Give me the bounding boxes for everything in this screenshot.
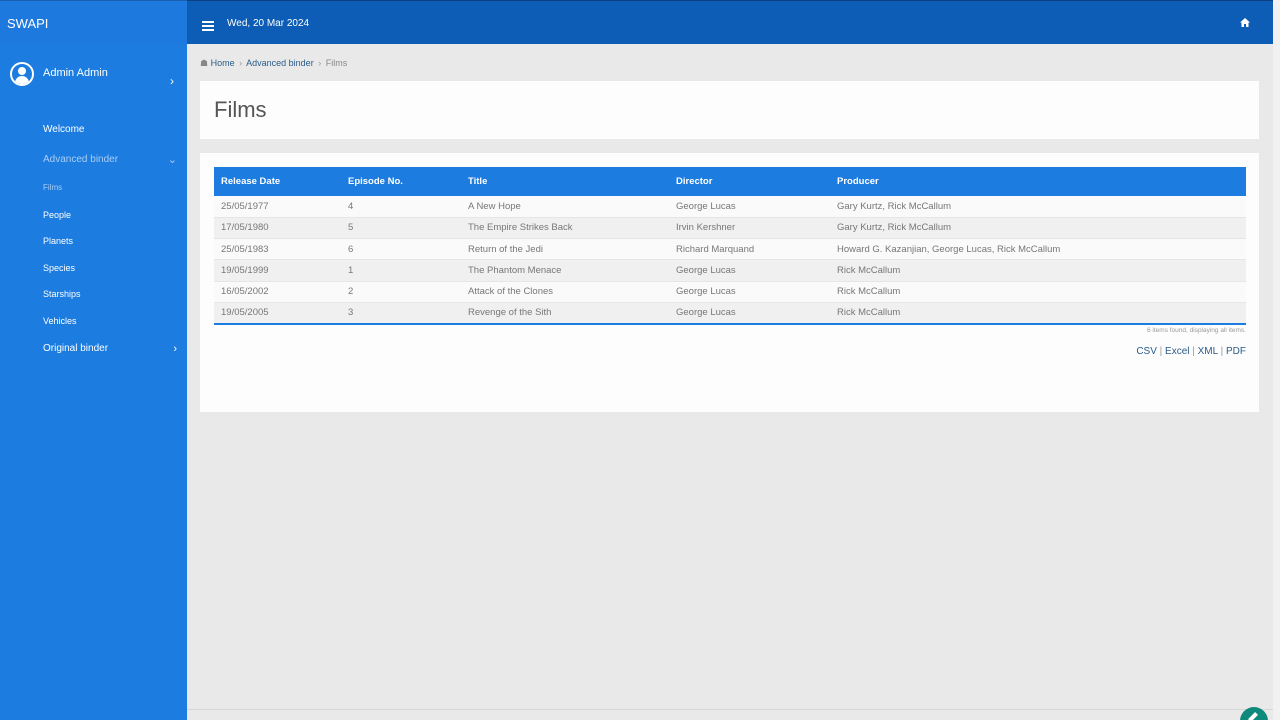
export-links: CSV | Excel | XML | PDF: [1136, 346, 1246, 357]
sidebar-item-label: Films: [43, 183, 63, 192]
cell-director: George Lucas: [669, 196, 830, 218]
sidebar-item-label: Planets: [43, 236, 74, 246]
cell-title: The Phantom Menace: [461, 259, 669, 282]
cell-release-date: 25/05/1983: [214, 238, 341, 261]
cell-episode-no: 5: [341, 217, 461, 240]
sidebar-item-welcome[interactable]: Welcome: [0, 118, 187, 148]
cell-producer: Howard G. Kazanjian, George Lucas, Rick …: [830, 238, 1246, 261]
sidebar-item-label: Welcome: [43, 124, 85, 135]
sidebar-subitem-starships[interactable]: Starships: [0, 284, 187, 311]
cell-director: Irvin Kershner: [669, 217, 830, 240]
films-panel: Release Date Episode No. Title Director …: [200, 153, 1259, 412]
cell-episode-no: 4: [341, 196, 461, 218]
sidebar-item-original-binder[interactable]: Original binder ›: [0, 337, 187, 367]
cell-director: Richard Marquand: [669, 238, 830, 261]
column-header-episode-no[interactable]: Episode No.: [348, 176, 403, 187]
export-xml-link[interactable]: XML: [1197, 346, 1218, 357]
cell-title: Return of the Jedi: [461, 238, 669, 261]
column-header-title[interactable]: Title: [468, 176, 488, 187]
brand-title[interactable]: SWAPI: [0, 0, 187, 44]
cell-episode-no: 6: [341, 238, 461, 261]
page-title: Films: [214, 97, 267, 122]
breadcrumb-current: Films: [325, 58, 348, 68]
home-icon[interactable]: [1239, 17, 1251, 29]
breadcrumb-advanced-binder[interactable]: Advanced binder: [246, 58, 314, 68]
menu-toggle-icon[interactable]: [202, 21, 214, 33]
sidebar-item-label: Vehicles: [43, 315, 77, 326]
cell-episode-no: 3: [341, 302, 461, 325]
user-name: Admin Admin: [43, 67, 108, 79]
edit-fab-button[interactable]: [1240, 707, 1268, 720]
page-header: Films: [200, 81, 1259, 139]
cell-release-date: 16/05/2002: [214, 281, 341, 303]
cell-producer: Gary Kurtz, Rick McCallum: [830, 217, 1246, 240]
export-csv-link[interactable]: CSV: [1136, 346, 1157, 357]
cell-producer: Rick McCallum: [830, 259, 1246, 282]
sidebar-subitem-vehicles[interactable]: Vehicles: [0, 311, 187, 338]
table-row[interactable]: 16/05/2002 2 Attack of the Clones George…: [214, 281, 1246, 303]
table-header-row: Release Date Episode No. Title Director …: [214, 167, 1246, 196]
current-date: Wed, 20 Mar 2024: [227, 18, 310, 29]
table-row[interactable]: 19/05/2005 3 Revenge of the Sith George …: [214, 302, 1246, 325]
sidebar-item-label: Starships: [43, 289, 81, 299]
sidebar: SWAPI Admin Admin › Welcome Advanced bin…: [0, 0, 187, 720]
cell-title: Revenge of the Sith: [461, 302, 669, 325]
sidebar-subitem-species[interactable]: Species: [0, 258, 187, 285]
items-found-status: 6 items found, displaying all items.: [1147, 327, 1246, 334]
cell-producer: Rick McCallum: [830, 302, 1246, 325]
footer-divider: [187, 709, 1273, 710]
column-header-producer[interactable]: Producer: [837, 176, 879, 187]
sidebar-subitem-planets[interactable]: Planets: [0, 231, 187, 258]
chevron-right-icon[interactable]: ›: [170, 74, 174, 88]
cell-title: The Empire Strikes Back: [461, 217, 669, 240]
top-bar: Wed, 20 Mar 2024: [187, 0, 1273, 44]
table-row[interactable]: 25/05/1983 6 Return of the Jedi Richard …: [214, 238, 1246, 261]
cell-release-date: 25/05/1977: [214, 196, 341, 218]
sidebar-item-advanced-binder[interactable]: Advanced binder ⌄: [0, 148, 187, 178]
cell-director: George Lucas: [669, 281, 830, 303]
films-table: Release Date Episode No. Title Director …: [214, 167, 1246, 325]
sidebar-item-label: Advanced binder: [43, 154, 119, 165]
table-row[interactable]: 25/05/1977 4 A New Hope George Lucas Gar…: [214, 196, 1246, 218]
pencil-icon: [1248, 712, 1258, 720]
column-header-director[interactable]: Director: [676, 176, 713, 187]
cell-director: George Lucas: [669, 302, 830, 325]
scrollbar[interactable]: [1273, 0, 1280, 720]
cell-release-date: 19/05/2005: [214, 302, 341, 325]
sidebar-item-label: People: [43, 209, 72, 220]
column-header-release-date[interactable]: Release Date: [221, 176, 281, 187]
cell-release-date: 17/05/1980: [214, 217, 341, 240]
sidebar-item-label: Species: [43, 262, 76, 273]
sidebar-subitem-films[interactable]: Films: [0, 178, 187, 205]
sidebar-nav: Welcome Advanced binder ⌄ Films People P…: [0, 118, 187, 367]
user-avatar-icon: [10, 62, 34, 86]
cell-release-date: 19/05/1999: [214, 259, 341, 282]
cell-producer: Rick McCallum: [830, 281, 1246, 303]
chevron-down-icon: ⌄: [167, 154, 177, 166]
home-icon: ☗: [200, 58, 209, 68]
export-excel-link[interactable]: Excel: [1165, 346, 1190, 357]
export-pdf-link[interactable]: PDF: [1226, 346, 1246, 357]
sidebar-item-label: Original binder: [43, 343, 109, 354]
table-row[interactable]: 17/05/1980 5 The Empire Strikes Back Irv…: [214, 217, 1246, 240]
cell-title: A New Hope: [461, 196, 669, 218]
cell-director: George Lucas: [669, 259, 830, 282]
sidebar-subitem-people[interactable]: People: [0, 205, 187, 232]
cell-producer: Gary Kurtz, Rick McCallum: [830, 196, 1246, 218]
table-row[interactable]: 19/05/1999 1 The Phantom Menace George L…: [214, 259, 1246, 282]
chevron-right-icon: ›: [173, 343, 177, 355]
breadcrumb: ☗ Home › Advanced binder › Films: [200, 58, 348, 68]
cell-episode-no: 2: [341, 281, 461, 303]
cell-title: Attack of the Clones: [461, 281, 669, 303]
user-panel[interactable]: Admin Admin ›: [0, 44, 187, 104]
cell-episode-no: 1: [341, 259, 461, 282]
breadcrumb-home[interactable]: Home: [210, 58, 235, 68]
